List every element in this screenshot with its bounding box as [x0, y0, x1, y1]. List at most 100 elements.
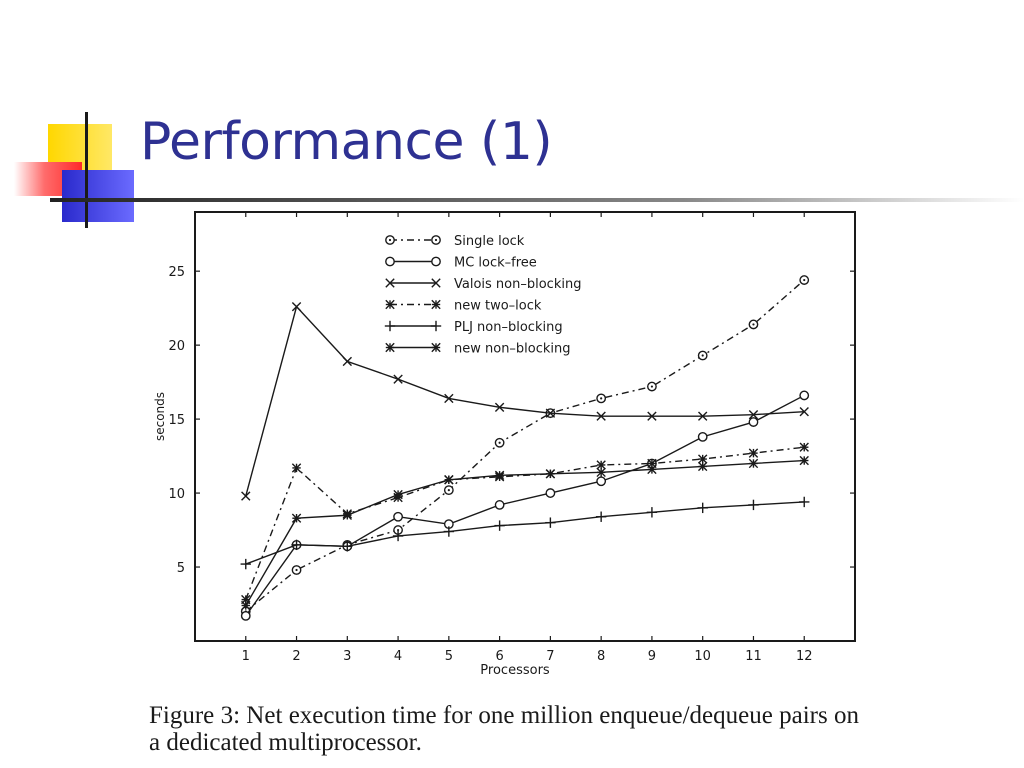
legend-label: new non–blocking: [454, 342, 571, 357]
data-point: [697, 461, 708, 472]
series-line: [245, 459, 805, 606]
series-3: [241, 442, 809, 605]
data-point: [697, 350, 708, 361]
data-point: [494, 402, 505, 412]
legend-marker: [385, 256, 395, 267]
data-point: [748, 458, 759, 469]
data-point: [799, 496, 810, 508]
legend-marker: [431, 342, 441, 353]
x-tick-label: 10: [694, 649, 711, 664]
legend-marker: [430, 320, 442, 332]
data-point: [647, 411, 657, 421]
x-tick-label: 7: [546, 649, 554, 664]
data-point: [342, 510, 353, 520]
x-tick-label: 2: [292, 649, 300, 664]
y-tick-label: 5: [177, 561, 185, 576]
series-4: [240, 496, 810, 570]
series-5: [241, 455, 809, 611]
data-point: [393, 489, 403, 500]
data-point: [748, 499, 759, 511]
legend-marker: [431, 256, 441, 267]
data-point: [444, 393, 454, 404]
series-line: [245, 305, 805, 497]
data-point: [799, 407, 809, 417]
series: [240, 275, 810, 621]
y-tick-label: 10: [168, 487, 185, 502]
data-point: [748, 417, 759, 427]
data-point: [240, 558, 251, 570]
deco-vertical-rule: [85, 112, 88, 228]
x-tick-label: 6: [495, 649, 503, 664]
series-line: [245, 394, 805, 617]
data-point: [697, 502, 708, 514]
data-point: [241, 600, 251, 611]
data-point: [241, 491, 251, 501]
legend-entry-1: MC lock–free: [385, 256, 537, 271]
y-tick-label: 20: [168, 339, 185, 354]
data-point: [595, 511, 607, 522]
x-tick-label: 4: [394, 649, 402, 664]
x-tick-label: 5: [445, 649, 453, 664]
data-point: [596, 393, 607, 404]
legend-label: Single lock: [454, 234, 525, 249]
data-point: [647, 464, 657, 475]
deco-horizontal-rule: [50, 198, 1024, 202]
plot-frame: [194, 211, 856, 642]
data-point: [443, 526, 455, 537]
slide-decoration: [14, 112, 1024, 228]
series-line: [245, 501, 805, 565]
y-tick-label: 15: [168, 413, 185, 428]
legend-entry-2: Valois non–blocking: [385, 277, 581, 292]
data-point: [697, 454, 708, 464]
data-point: [596, 411, 606, 421]
data-point: [647, 381, 657, 392]
legend-marker: [384, 320, 396, 332]
legend-entry-5: new non–blocking: [385, 342, 571, 357]
data-point: [494, 470, 505, 481]
data-point: [596, 476, 607, 487]
legend-marker: [385, 235, 395, 245]
legend: Single lock MC lock–free Valois non–blocki…: [384, 234, 581, 357]
legend-entry-3: new two–lock: [385, 299, 542, 314]
data-point: [494, 520, 505, 531]
legend-label: PLJ non–blocking: [454, 320, 563, 335]
line-chart: 1 2 3 4 5 6 7 8 9 10 11 12510152025Processorssecond…: [153, 211, 856, 678]
legend-marker: [431, 278, 441, 288]
figure-caption: Figure 3: Net execution time for one mil…: [149, 702, 859, 756]
legend-label: new two–lock: [454, 299, 542, 314]
x-tick-label: 11: [745, 649, 762, 664]
series-2: [241, 301, 809, 501]
data-point: [545, 488, 556, 498]
legend-marker: [385, 299, 395, 310]
data-point: [342, 541, 353, 552]
legend-marker: [385, 342, 395, 353]
data-point: [545, 517, 556, 528]
data-point: [545, 469, 556, 479]
data-point: [748, 448, 759, 458]
data-point: [545, 408, 556, 418]
data-point: [291, 565, 302, 575]
data-point: [392, 530, 404, 542]
data-point: [494, 437, 505, 448]
x-tick-label: 12: [796, 649, 813, 664]
slide-title: Performance (1): [140, 112, 553, 172]
legend-label: Valois non–blocking: [454, 277, 581, 292]
legend-marker: [431, 235, 441, 245]
x-tick-label: 1: [242, 649, 250, 664]
data-point: [799, 275, 810, 285]
data-point: [596, 467, 606, 478]
x-axis-label: Processors: [480, 663, 550, 678]
series-1: [240, 390, 810, 621]
data-point: [444, 475, 454, 485]
x-tick-label: 3: [343, 649, 351, 664]
data-point: [240, 610, 251, 621]
legend-entry-0: Single lock: [385, 234, 525, 249]
y-tick-label: 25: [168, 265, 185, 280]
data-point: [393, 511, 403, 522]
data-point: [342, 356, 353, 367]
data-point: [393, 374, 403, 384]
data-point: [697, 431, 708, 442]
deco-blue-square: [62, 170, 134, 222]
data-point: [291, 463, 302, 473]
data-point: [748, 319, 759, 330]
